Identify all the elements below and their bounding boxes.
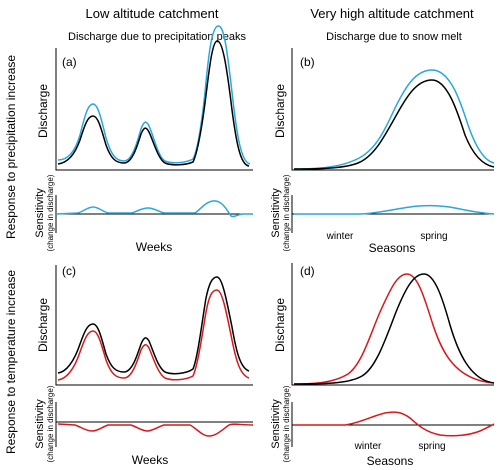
panel-b-sens-label: Sensitivity <box>270 188 282 238</box>
panel-d-temp-curve <box>293 273 495 385</box>
panel-d-sens-label: Sensitivity <box>270 399 282 449</box>
panel-b-precip-curve <box>293 69 495 170</box>
panel-d-spring-label: spring <box>418 441 445 452</box>
column-subtitle-low: Discharge due to precipitation peaks <box>68 31 246 43</box>
panel-a-sens-sublabel: (change in discharge) <box>46 174 55 251</box>
panel-b-sensitivity: Sensitivity (change in discharge) winter… <box>270 174 495 255</box>
panel-d-sensitivity: Sensitivity (change in discharge) winter… <box>270 385 495 468</box>
panel-a-xlabel: Weeks <box>136 240 172 254</box>
panel-c-sens-curve <box>57 423 254 437</box>
panel-c-sens-label: Sensitivity <box>34 399 46 449</box>
panel-d: (d) Discharge <box>273 263 495 386</box>
panel-d-tag: (d) <box>300 264 315 278</box>
panel-b-winter-label: winter <box>326 231 354 242</box>
panel-c-tag: (c) <box>62 264 76 278</box>
panel-d-axes <box>291 263 494 386</box>
panel-b-baseline-curve <box>293 79 495 170</box>
panel-a-precip-curve <box>57 25 251 165</box>
panel-b-sens-sublabel: (change in discharge) <box>282 174 291 251</box>
panel-b: (b) Discharge <box>273 48 495 171</box>
panel-a-sens-curve <box>55 200 253 218</box>
panel-c: (c) Discharge <box>36 264 253 386</box>
panel-b-axes <box>291 48 494 171</box>
panel-a-sensitivity: Sensitivity (change in discharge) Weeks <box>34 174 253 254</box>
column-title-high: Very high altitude catchment <box>310 6 474 21</box>
panel-c-axes <box>55 265 253 386</box>
panel-c-sens-sublabel: (change in discharge) <box>46 385 55 462</box>
panel-c-ylabel: Discharge <box>36 298 50 352</box>
row-label-precipitation: Response to precipitation increase <box>4 55 18 239</box>
panel-a-tag: (a) <box>62 55 77 69</box>
panel-b-spring-label: spring <box>420 231 447 242</box>
panel-a-sens-label: Sensitivity <box>34 188 46 238</box>
panel-b-ylabel: Discharge <box>273 84 287 138</box>
panel-b-tag: (b) <box>300 55 315 69</box>
panel-c-temp-curve <box>57 289 250 381</box>
panel-a: (a) Discharge <box>36 25 253 171</box>
column-subtitle-high: Discharge due to snow melt <box>326 31 462 43</box>
panel-c-xlabel: Weeks <box>132 453 168 467</box>
panel-d-sens-curve <box>294 411 495 437</box>
panel-d-baseline-curve <box>293 273 495 385</box>
panel-c-baseline-curve <box>57 276 250 375</box>
panel-a-axes <box>55 48 253 171</box>
row-label-temperature: Response to temperature increase <box>4 270 18 454</box>
panel-a-baseline-curve <box>57 40 250 167</box>
panel-b-sens-curve <box>294 204 495 215</box>
column-title-low: Low altitude catchment <box>86 6 219 21</box>
panel-d-xlabel: Seasons <box>367 454 414 468</box>
panel-d-ylabel: Discharge <box>273 298 287 352</box>
panel-a-ylabel: Discharge <box>36 84 50 138</box>
panel-d-winter-label: winter <box>354 441 382 452</box>
panel-b-xlabel: Seasons <box>369 241 416 255</box>
panel-c-sensitivity: Sensitivity (change in discharge) Weeks <box>34 385 254 467</box>
panel-d-sens-sublabel: (change in discharge) <box>282 385 291 462</box>
